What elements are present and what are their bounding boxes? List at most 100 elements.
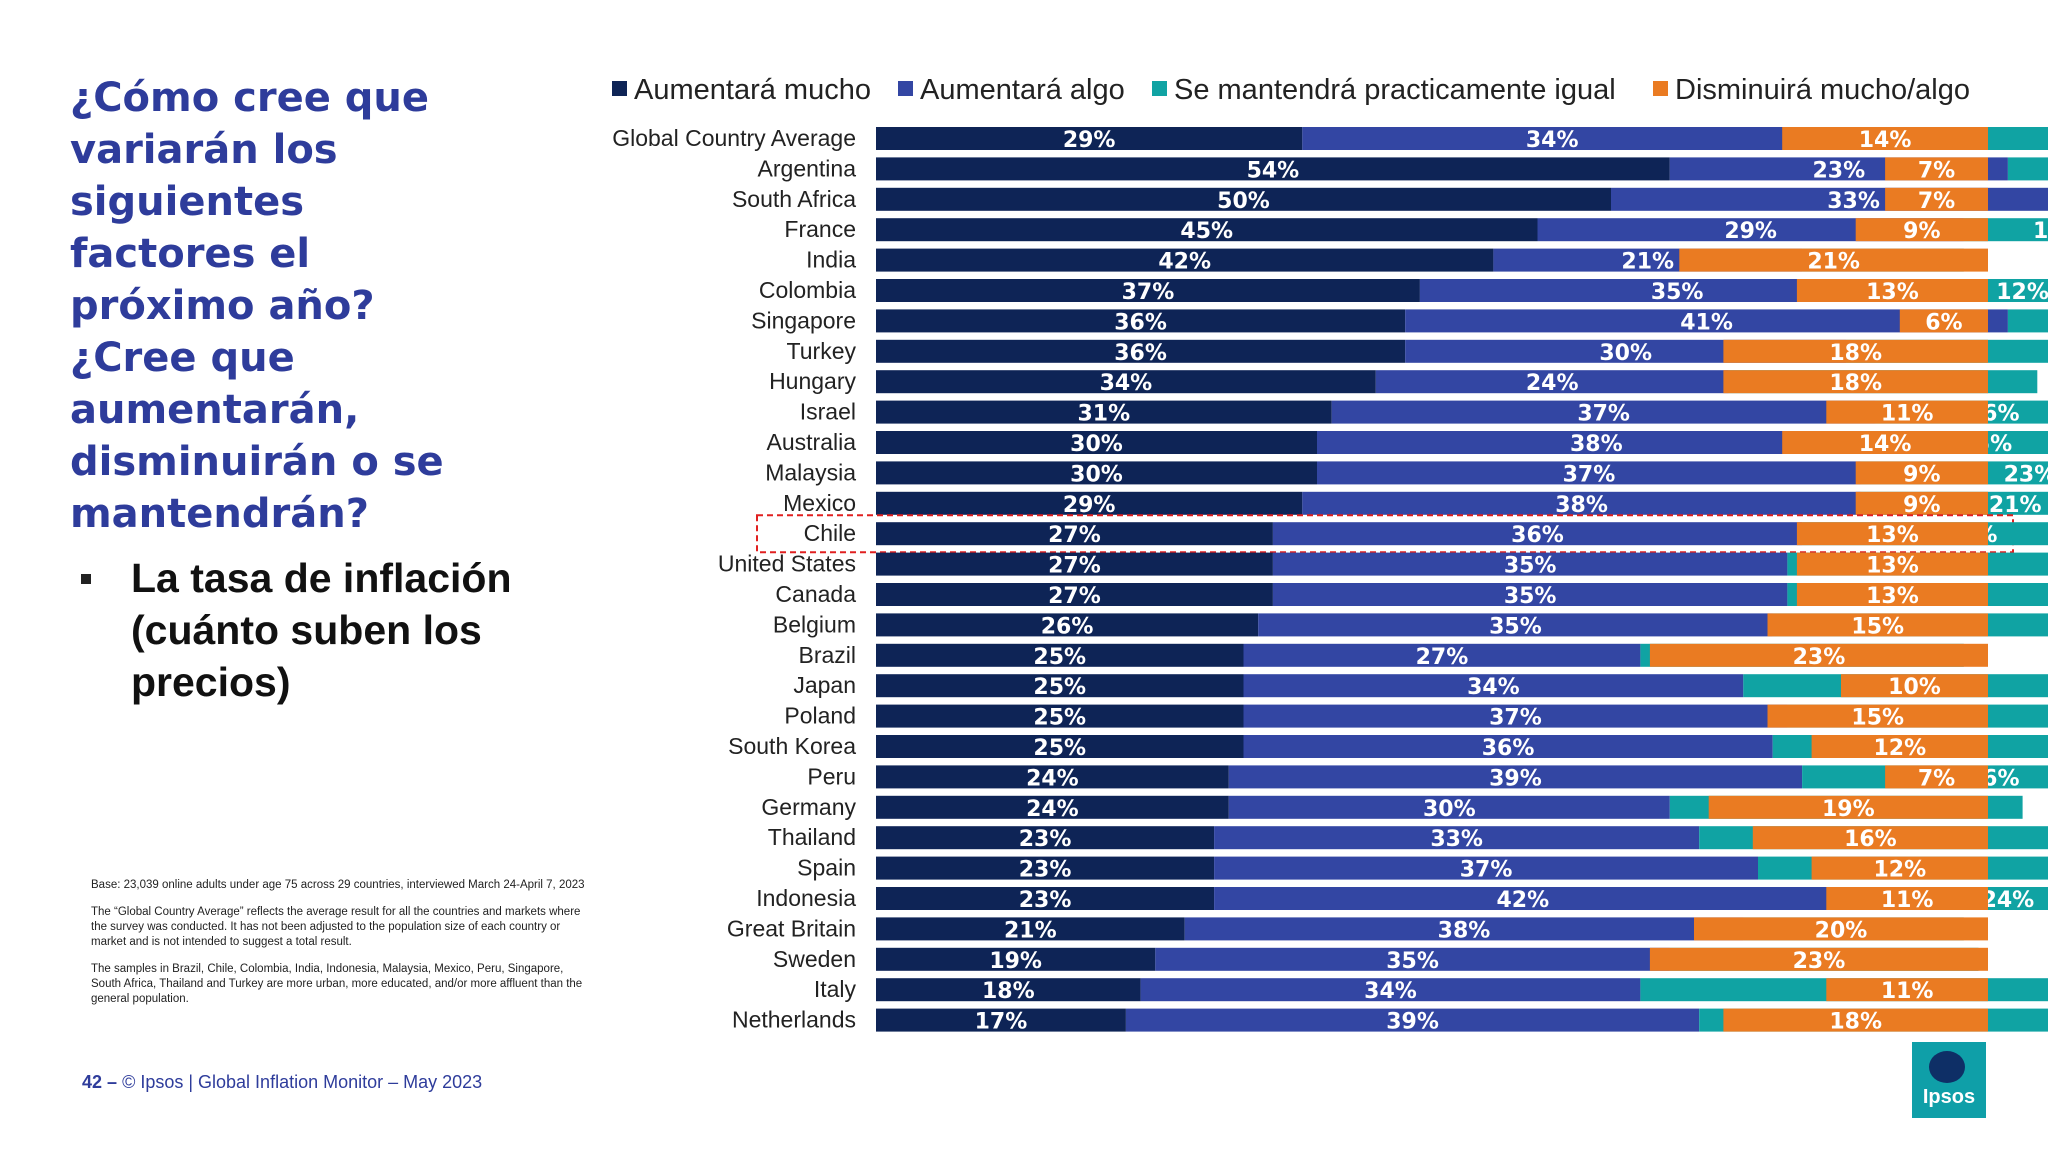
value-label-2: 37% [1489, 706, 1542, 731]
value-label-2: 35% [1651, 280, 1704, 305]
category-label: Thailand [768, 824, 856, 850]
bar-segment-1 [876, 674, 1244, 698]
value-label-1: 26% [1041, 614, 1094, 639]
category-label: Poland [784, 703, 856, 729]
category-label: Germany [761, 794, 856, 820]
bar-segment-1 [876, 583, 1273, 606]
value-label-3: 21% [1989, 493, 2042, 518]
value-label-4: 9% [1903, 462, 1940, 487]
bar-segment-1 [876, 400, 1332, 424]
value-label-1: 25% [1033, 645, 1086, 670]
bar-segment-4 [1811, 735, 1988, 758]
category-label: Italy [814, 976, 857, 1002]
chart-row: Peru 24% 39% 26%7% [807, 763, 2048, 791]
chart-row: Israel 31% 37% 16%11% [800, 399, 2048, 427]
value-label-1: 23% [1019, 858, 1072, 883]
value-label-1: 27% [1048, 584, 1101, 609]
bar-segment-3 [2007, 157, 2048, 181]
bar-segment-1 [876, 309, 1406, 333]
chart-row: Malaysia 30% 37% 23% 9% [765, 459, 2048, 487]
value-label-2: 34% [1467, 675, 1520, 700]
value-label-2: 29% [1724, 219, 1777, 244]
value-label-1: 50% [1217, 189, 1270, 214]
chart-row: Colombia 37% 35% 12% 13% [759, 277, 2048, 305]
value-label-1: 30% [1070, 462, 1123, 487]
bar-segment-4 [1782, 127, 1988, 150]
value-label-3: 12% [1996, 280, 2048, 305]
value-label-4: 23% [1793, 949, 1846, 974]
bar-segment-2 [1155, 947, 1670, 971]
category-label: France [784, 216, 856, 242]
value-label-2: 37% [1460, 858, 1513, 883]
bar-segment-4 [1826, 978, 1988, 1002]
chart-rows: Global Country Average 29% 34% 20% 14% Argent… [612, 125, 2048, 1035]
bar-segment-2 [1214, 856, 1758, 880]
value-label-1: 25% [1033, 706, 1086, 731]
value-label-4: 6% [1925, 310, 1962, 335]
bar-segment-4 [1723, 1008, 1988, 1032]
bar-segment-4 [1855, 491, 1988, 515]
bullet-square-icon [81, 574, 91, 584]
page-number: 42 – [82, 1072, 118, 1092]
value-label-1: 21% [1004, 918, 1057, 943]
value-label-2: 24% [1526, 371, 1579, 396]
logo-mark-icon [1929, 1051, 1965, 1083]
bar-segment-1 [876, 643, 1244, 667]
value-label-4: 15% [1851, 614, 1904, 639]
value-label-2: 37% [1577, 402, 1630, 427]
bar-segment-2 [1302, 491, 1861, 515]
bar-segment-4 [1679, 248, 1988, 272]
value-label-1: 36% [1114, 341, 1167, 366]
bar-segment-4 [1752, 826, 1988, 850]
ipsos-logo: Ipsos [1912, 1042, 1986, 1118]
value-label-1: 34% [1100, 371, 1153, 396]
category-label: Great Britain [727, 915, 856, 941]
value-label-4: 9% [1903, 219, 1940, 244]
bar-segment-2 [1243, 674, 1744, 698]
bullet-item: La tasa de inflación (cuánto suben los p… [78, 552, 538, 708]
bar-segment-1 [876, 248, 1494, 272]
bar-segment-4 [1723, 339, 1988, 363]
category-label: Singapore [751, 307, 856, 333]
category-label: Sweden [773, 946, 856, 972]
value-label-1: 24% [1026, 797, 1079, 822]
value-label-4: 7% [1918, 189, 1955, 214]
value-label-4: 21% [1807, 250, 1860, 275]
bar-segment-2 [1243, 704, 1788, 728]
value-label-3: 24% [1982, 888, 2035, 913]
category-label: India [806, 247, 856, 273]
bar-segment-4 [1796, 279, 1988, 302]
bar-segment-1 [876, 765, 1229, 789]
logo-text: Ipsos [1922, 1086, 1976, 1108]
category-label: South Korea [728, 733, 856, 759]
bar-segment-1 [876, 978, 1141, 1002]
category-label: Belgium [773, 611, 856, 637]
bar-segment-2 [1331, 400, 1876, 424]
category-label: Canada [775, 581, 856, 607]
bar-segment-2 [1317, 431, 1876, 454]
value-label-1: 23% [1019, 888, 1072, 913]
bar-segment-1 [876, 187, 1611, 211]
bar-segment-2 [1317, 461, 1861, 485]
bar-segment-4 [1841, 674, 1988, 698]
category-label: Malaysia [765, 459, 856, 485]
bar-segment-4 [1796, 552, 1988, 576]
value-label-4: 12% [1873, 858, 1926, 883]
bar-segment-3 [2007, 309, 2048, 333]
bar-segment-1 [876, 461, 1317, 485]
value-label-2: 39% [1386, 1010, 1439, 1035]
value-label-1: 25% [1033, 675, 1086, 700]
value-label-1: 24% [1026, 766, 1079, 791]
bar-segment-1 [876, 947, 1156, 971]
bar-segment-2 [1272, 552, 1788, 576]
